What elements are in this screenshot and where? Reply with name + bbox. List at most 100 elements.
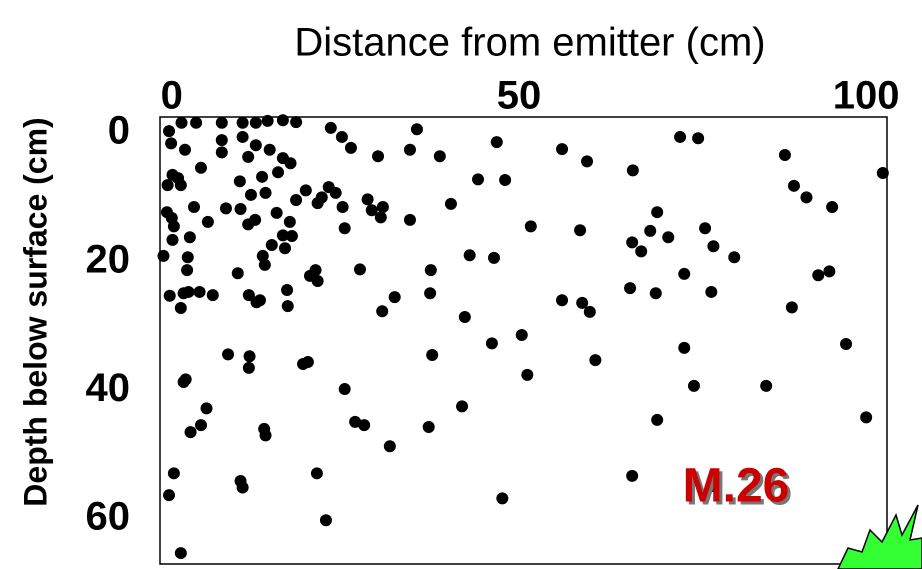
point [372,150,385,163]
point [433,150,446,163]
point [165,137,178,150]
point [301,356,314,369]
point [236,481,249,494]
point [167,220,180,233]
point [403,213,416,226]
point [424,287,437,300]
point [166,233,179,246]
point [426,348,439,361]
point [785,301,798,314]
point [200,402,213,415]
point [190,116,203,129]
point [283,215,296,228]
point [678,267,691,280]
point [335,130,348,143]
point [233,175,246,188]
point [183,231,196,244]
point [276,229,289,242]
point [349,415,362,428]
point [284,157,297,170]
point [403,143,416,156]
point [705,285,718,298]
point [812,269,825,282]
point [167,467,180,480]
point [263,143,276,156]
point [826,201,839,214]
point [515,329,528,342]
point [626,236,639,249]
point [626,469,639,482]
point [181,251,194,264]
point [823,265,836,278]
point [583,305,596,318]
point [687,379,700,392]
point [219,202,232,215]
chart-title: Distance from emitter (cm) [294,21,765,65]
point [521,368,534,381]
point [458,311,471,324]
x-tick-label: 100 [833,74,900,118]
point [651,206,664,219]
point [174,547,187,560]
point [626,164,639,177]
point [336,201,349,214]
point [338,222,351,235]
point [290,116,303,129]
point [353,263,366,276]
point [344,141,357,154]
point [265,238,278,251]
point [707,240,720,253]
point [499,174,512,187]
point [242,289,255,302]
star-decoration [837,504,922,569]
point [236,116,249,129]
y-tick-label: 20 [86,237,131,281]
point [376,201,389,214]
point [270,206,283,219]
point [374,211,387,224]
point [424,264,437,277]
point [179,373,192,386]
point [236,130,249,143]
point [576,296,589,309]
point [172,172,185,185]
point [310,467,323,480]
point [174,302,187,315]
point [329,186,342,199]
point [487,251,500,264]
point [261,114,274,127]
point [249,213,262,226]
point [338,383,351,396]
y-tick-label: 0 [108,109,130,153]
point [256,170,269,183]
point [311,275,324,288]
point [644,224,657,237]
point [161,179,174,192]
point [182,285,195,298]
point [876,166,889,179]
point [840,338,853,351]
point [589,354,602,367]
point [194,419,207,432]
point [215,146,228,159]
point [249,116,262,129]
point [222,348,235,361]
point [259,429,272,442]
point [278,242,291,255]
point [285,229,298,242]
point [259,186,272,199]
annotation: M.26 [683,460,790,513]
point [760,379,773,392]
point [163,489,176,502]
point [358,419,371,432]
point [181,264,194,277]
y-tick-label: 60 [86,495,131,539]
point [674,130,687,143]
point [472,173,485,186]
point [231,267,244,280]
point [184,426,197,439]
point [242,150,255,163]
point [456,400,469,413]
point [376,305,389,318]
